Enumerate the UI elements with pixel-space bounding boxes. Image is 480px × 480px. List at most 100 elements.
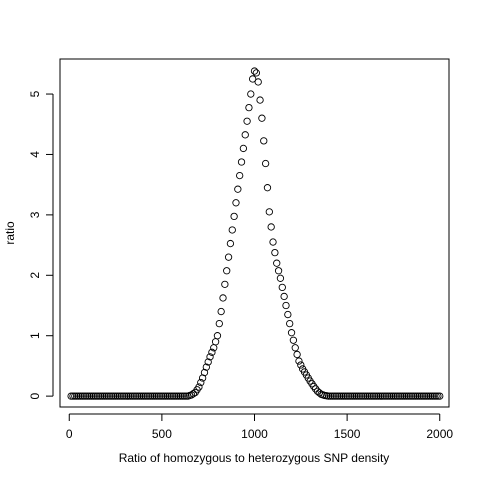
data-point (310, 382, 318, 391)
data-point (104, 392, 112, 400)
data-point (204, 358, 212, 366)
data-point (382, 392, 390, 400)
data-point (395, 392, 403, 400)
data-point (417, 392, 425, 400)
data-point (110, 392, 118, 400)
data-point (224, 253, 233, 261)
data-point (297, 361, 305, 369)
data-point (147, 392, 155, 400)
x-tick-label: 2000 (426, 427, 453, 441)
data-point (391, 392, 399, 400)
data-point (278, 283, 286, 292)
data-point (74, 392, 83, 400)
data-point (171, 392, 179, 400)
data-point (143, 392, 151, 400)
y-tick-label: 4 (28, 151, 42, 158)
data-point (378, 392, 386, 400)
data-point (106, 392, 114, 400)
data-point (412, 392, 420, 400)
data-point (223, 267, 231, 275)
data-point (128, 392, 136, 400)
data-point (293, 350, 301, 359)
data-point (134, 392, 142, 400)
y-tick-label: 2 (28, 272, 42, 279)
data-point (337, 392, 346, 400)
data-point (236, 171, 244, 180)
data-point (174, 392, 183, 400)
data-point (361, 392, 370, 400)
data-point (232, 199, 240, 207)
data-point (80, 392, 88, 400)
data-point (399, 392, 407, 400)
data-point (71, 392, 79, 400)
data-point (243, 117, 251, 125)
data-point (419, 392, 427, 400)
data-point (239, 144, 248, 153)
data-point (356, 392, 364, 400)
data-point (408, 392, 416, 400)
data-point (221, 280, 229, 288)
data-point (345, 392, 353, 400)
data-point (267, 223, 275, 231)
data-point (113, 392, 122, 400)
data-point (430, 392, 438, 400)
data-point (247, 90, 255, 98)
data-point (258, 114, 266, 122)
data-point (195, 383, 203, 391)
data-point (130, 392, 138, 400)
data-point (365, 392, 373, 400)
data-point (332, 392, 340, 400)
data-point (156, 392, 164, 400)
data-point (76, 392, 85, 400)
data-point (189, 390, 198, 398)
data-point (97, 392, 105, 400)
data-point (187, 391, 196, 399)
data-point (336, 392, 344, 400)
data-point (295, 357, 303, 365)
data-point (360, 392, 368, 400)
data-point (161, 392, 170, 400)
data-point (139, 392, 148, 400)
data-point (126, 392, 135, 400)
data-point (369, 392, 377, 400)
data-point (219, 294, 227, 302)
data-point (271, 248, 279, 257)
data-point (330, 392, 338, 400)
data-point (93, 392, 101, 400)
data-point (384, 392, 392, 400)
data-point (424, 392, 433, 400)
data-point (436, 392, 444, 400)
data-point (226, 239, 235, 248)
x-axis-title: Ratio of homozygous to heterozygous SNP … (119, 451, 390, 465)
data-point (145, 392, 153, 400)
data-point (393, 392, 401, 400)
data-point (102, 392, 110, 400)
data-point (91, 392, 99, 400)
data-point (289, 336, 298, 344)
data-point (141, 392, 149, 400)
data-point (213, 332, 222, 340)
data-point (115, 392, 123, 400)
data-point (111, 392, 120, 400)
data-point (371, 392, 379, 400)
data-point (404, 392, 412, 400)
data-point (245, 103, 253, 112)
data-point (148, 392, 157, 400)
data-point (160, 392, 168, 400)
data-point (163, 392, 172, 400)
data-point (169, 392, 177, 400)
data-point (67, 392, 75, 400)
data-point (311, 385, 320, 393)
y-tick-label: 3 (28, 211, 42, 218)
data-point (248, 75, 257, 83)
data-point (135, 392, 144, 400)
data-point (82, 392, 90, 400)
data-point (343, 392, 351, 400)
data-point (250, 67, 259, 75)
data-point (273, 259, 281, 267)
data-point (280, 292, 288, 301)
x-axis: 0 500 1000 1500 2000 (66, 413, 453, 441)
data-point (206, 353, 214, 361)
data-point (406, 392, 414, 400)
